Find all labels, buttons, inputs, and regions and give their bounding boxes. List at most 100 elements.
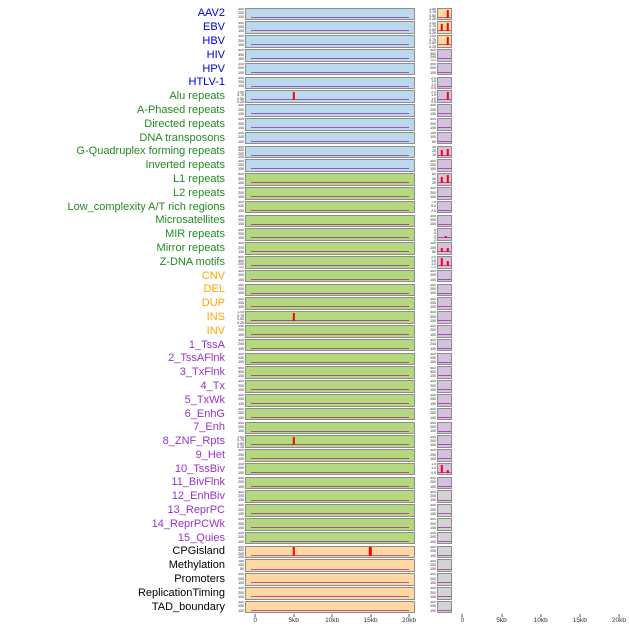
signal-baseline [438,361,451,363]
ytick-label: 100 [430,291,436,296]
ytick-label: 300 [430,490,436,494]
track-row-mirror-repeats: Mirror repeats 300 200 100 150 100 50 [0,242,630,256]
ytick-label: 200 [238,135,244,140]
right-panel-track [437,186,452,200]
ytick-label: 200 [430,590,436,595]
right-panel-track [437,462,452,476]
signal-baseline [438,16,451,18]
ytick-label: 50 [432,250,436,255]
signal-baseline [251,334,409,336]
signal-baseline [251,71,409,73]
ytick-label: 200 [238,38,244,43]
track-row-cnv: CNV 300 200 100 300 200 100 [0,269,630,283]
ytick-label: 100 [430,360,436,365]
left-panel-yaxis-ticks: 300 200 100 [230,587,245,599]
left-panel-yaxis-ticks: 300 200 100 [230,449,245,461]
x-axis-tickmark [540,614,542,617]
left-panel-track [245,311,415,324]
signal-baseline [251,182,409,184]
ytick-label: 1.5 [431,79,436,84]
signal-baseline [251,209,409,211]
ytick-label: 200 [238,66,244,71]
signal-peak [440,248,443,253]
ytick-label: 100 [238,29,244,34]
ytick-label: 100 [430,332,436,337]
x-axis-tickmark [254,614,256,617]
ytick-label: 200 [430,411,436,416]
right-panel-track [437,324,452,338]
ytick-label: 300 [430,573,436,577]
left-panel-yaxis-ticks: 300 200 100 [230,215,245,227]
left-panel-track [245,324,415,338]
signal-baseline [438,182,451,184]
right-panel-track [437,311,452,324]
ytick-label: 200 [430,273,436,278]
row-label: Inverted repeats [145,159,226,172]
ytick-label: 100 [430,525,436,530]
x-axis-gap-spacer [415,614,437,630]
left-panel-track [245,145,415,159]
track-row-htlv-1: HTLV-1 300 200 100 2.0 1.5 1.0 0.5 [0,76,630,90]
signal-baseline [251,292,409,294]
ytick-label: 100 [430,305,436,310]
track-row-6-enhg: 6_EnhG 300 200 100 300 200 100 [0,407,630,421]
left-panel-yaxis-ticks: 300 200 100 [230,118,245,130]
ytick-label: 300 [238,7,244,11]
signal-baseline [438,471,451,473]
right-panel-track [437,518,452,531]
ytick-label: 20 [432,181,436,186]
signal-baseline [251,127,409,129]
signal-baseline [438,444,451,446]
right-panel-yaxis-ticks: 1.000.750.500.250.00 [415,22,437,34]
ytick-label: 100 [238,555,244,559]
signal-baseline [438,596,451,598]
ytick-label: 300 [430,338,436,342]
ytick-label: 200 [430,121,436,126]
ytick-label: 300 [430,159,436,163]
right-panel-track [437,435,452,448]
ytick-label: 0.50 [237,317,244,322]
ytick-label: 100 [238,470,244,475]
ytick-label: 200 [430,438,436,443]
right-panel-yaxis-ticks: 300 200 100 [415,477,437,489]
ytick-label: 100 [430,245,436,250]
track-row-dup: DUP 300 200 100 300 200 100 [0,297,630,311]
ytick-label: 200 [430,480,436,485]
ytick-label: 300 [238,228,244,232]
left-panel-track [245,573,415,586]
ytick-label: 200 [430,576,436,581]
signal-baseline [251,168,409,170]
signal-peak [368,547,372,556]
row-label: 4_Tx [200,379,225,392]
signal-baseline [251,527,409,529]
ytick-label: 200 [430,494,436,499]
ytick-label: 300 [238,476,244,480]
signal-baseline [438,582,451,584]
row-label: HTLV-1 [188,76,225,89]
ytick-label: 60 [432,173,436,177]
left-panel-track [245,559,415,573]
left-panel-yaxis-ticks: 300 200 100 [230,573,245,585]
right-panel-track [437,48,452,62]
right-panel-yaxis-ticks: 300 200 100 [415,215,437,227]
signal-baseline [438,485,451,487]
row-label: A-Phased repeats [136,103,225,116]
ytick-label: 0.50 [429,27,436,32]
left-panel-track [245,90,415,103]
ytick-label: 100 [238,250,244,255]
ytick-label: 300 [238,21,244,25]
x-axis-tick-label: 20kb [401,617,417,625]
ytick-label: 4 [434,231,436,236]
right-panel-yaxis-ticks: 54321 [415,229,437,241]
right-panel-track [437,600,452,614]
ytick-label: 100 [238,194,244,199]
ytick-label: 100 [238,15,244,20]
left-panel-track [245,269,415,283]
right-panel-track [437,559,452,573]
ytick-label: 100 [238,84,244,89]
row-label: Z-DNA motifs [159,255,225,268]
ytick-label: 200 [430,549,436,554]
signal-baseline [251,99,409,101]
ytick-label: 1.0 [431,96,436,101]
right-panel-yaxis-ticks: 2.0 1.5 1.0 0.5 [415,77,437,89]
